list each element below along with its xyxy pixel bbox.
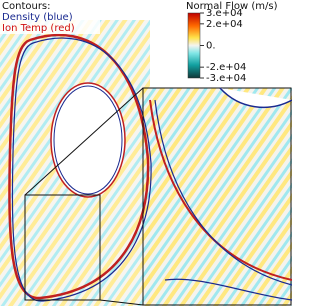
colorbar-title: Normal Flow (m/s): [186, 1, 278, 12]
colorbar-tick-label: -3.e+04: [206, 73, 246, 84]
colorbar-tick-label: 0.: [206, 41, 216, 52]
colorbar-tick-label: 2.e+04: [206, 19, 243, 30]
figure: Contours: Density (blue) Ion Temp (red) …: [0, 0, 292, 306]
legend-ion-temp: Ion Temp (red): [2, 23, 75, 34]
colorbar-tick-label: 3.e+04: [206, 8, 243, 19]
colorbar-tick-label: -2.e+04: [206, 62, 246, 73]
legend-heading: Contours:: [2, 1, 51, 12]
legend-bg: [0, 0, 100, 34]
colorbar: [187, 12, 201, 79]
legend-density: Density (blue): [2, 12, 73, 23]
visualization: [0, 20, 292, 306]
